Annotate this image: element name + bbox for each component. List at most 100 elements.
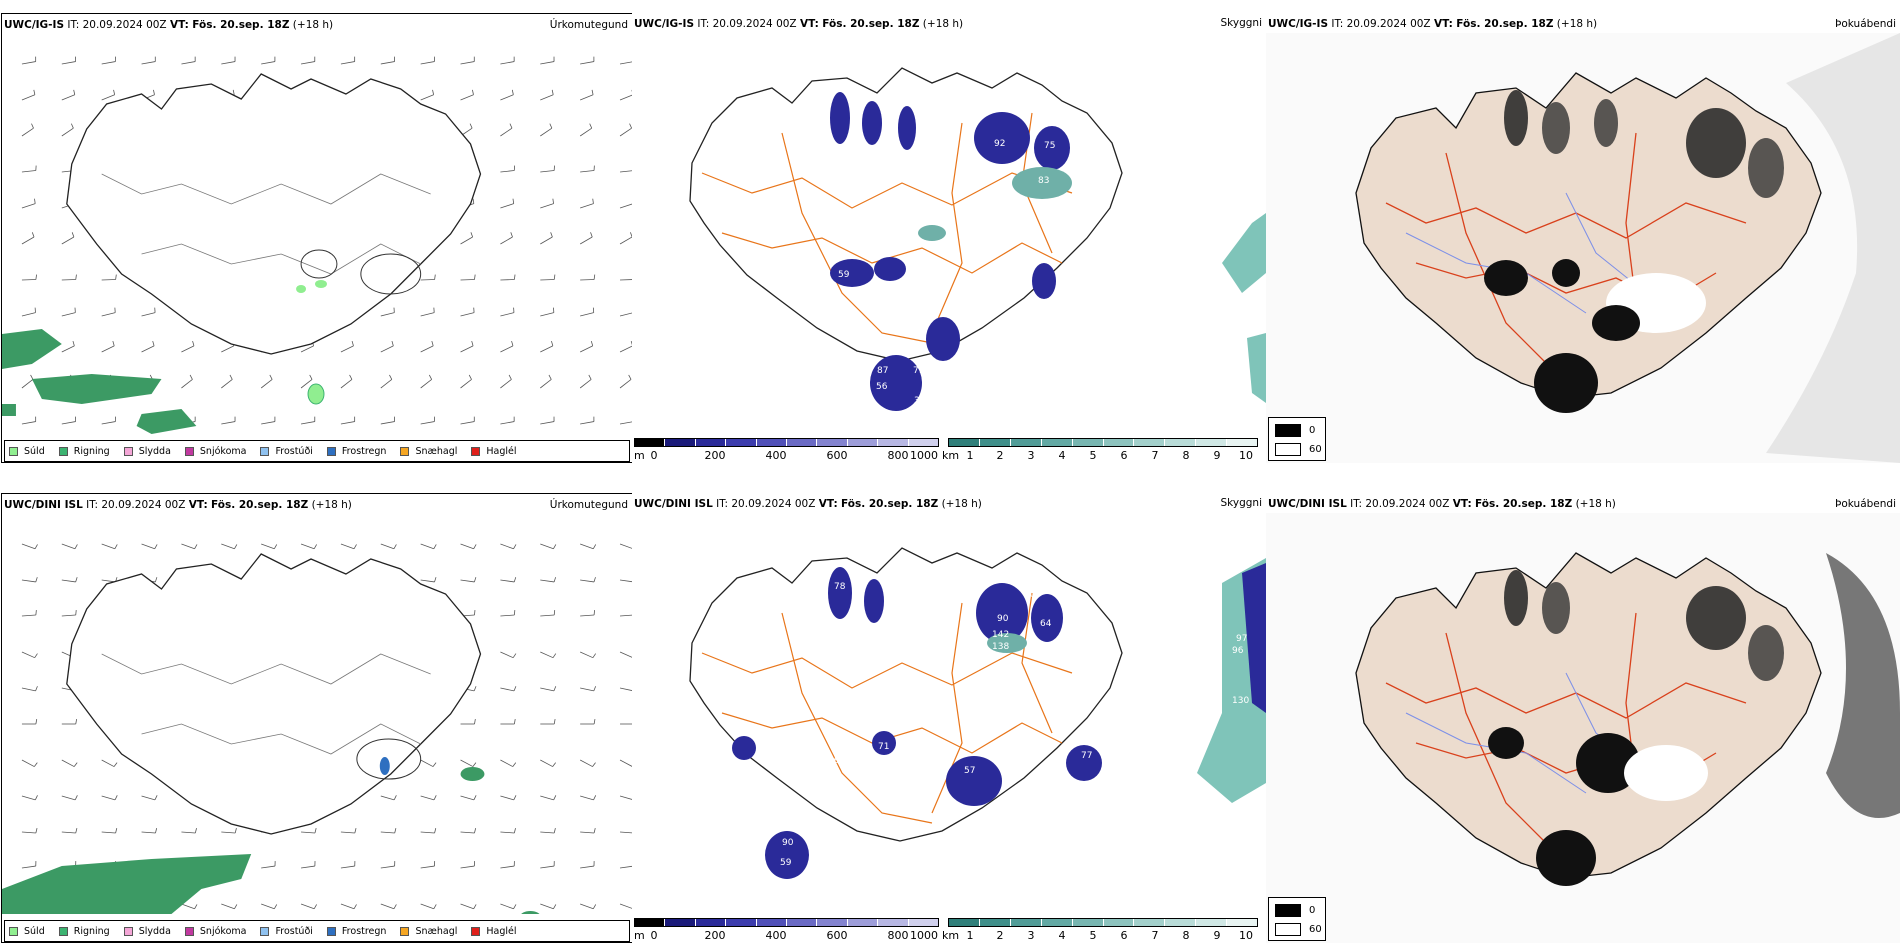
km-segment (1103, 439, 1135, 446)
km-segment (1134, 439, 1166, 446)
height-segment (665, 919, 696, 926)
height-segment (695, 439, 727, 446)
fog-key: 0 60 (1268, 417, 1326, 461)
legend-item: Frostúði (260, 446, 313, 457)
it-label: IT: (697, 18, 710, 30)
legend-item: Rigning (58, 445, 110, 457)
cloud-label-10: 78 (834, 582, 846, 592)
vt-label: VT: (169, 19, 189, 31)
height-segment (847, 919, 879, 926)
legend-label: Frostúði (275, 925, 313, 937)
iceland-precip-map (2, 56, 632, 434)
height-unit: m (634, 449, 645, 462)
cloud-panel-top: UWC/IG-IS IT: 20.09.2024 00Z VT: Fös. 20… (632, 13, 1266, 463)
km-segment (1165, 439, 1197, 446)
height-segment (878, 439, 909, 446)
height-tick: 400 (765, 449, 787, 462)
height-segment (665, 439, 696, 446)
legend-swatch (400, 926, 410, 936)
height-tick: 800 (887, 929, 909, 942)
km-segment (979, 919, 1011, 926)
fog-key-white (1275, 923, 1301, 936)
map-canvas[interactable] (2, 514, 632, 914)
height-colorbar: m 0 200 400 600 800 1000 (632, 918, 944, 943)
map-canvas[interactable]: 105 90 142 138 64 97 96 65 59 130 78 71 … (632, 513, 1266, 913)
height-segment (817, 439, 848, 446)
legend-swatch (184, 926, 194, 936)
lead-time: (+18 h) (941, 498, 982, 510)
legend-item: Haglél (471, 926, 517, 937)
cloud-label-4: 83 (1038, 176, 1049, 186)
legend-swatch (58, 926, 68, 936)
cloud-label-14: 90 (782, 838, 794, 848)
legend-item: Súld (9, 926, 45, 937)
model-name: UWC/IG-IS (1268, 18, 1329, 30)
panel-title: Þokuábendi (1835, 18, 1896, 30)
legend-label: Súld (24, 925, 45, 937)
km-tick: 5 (1089, 929, 1097, 942)
fog-panel-bottom: UWC/DINI ISL IT: 20.09.2024 00Z VT: Fös.… (1266, 493, 1900, 943)
height-tick: 0 (650, 449, 658, 462)
cloud-label-1: 90 (997, 614, 1009, 624)
map-canvas[interactable] (1266, 513, 1900, 943)
model-name: UWC/DINI ISL (4, 499, 83, 511)
cloud-label-6: 64 (884, 281, 896, 291)
cloud-label-16: 59 (780, 858, 792, 868)
fog-key-white-label: 60 (1309, 924, 1322, 935)
legend-swatch (58, 446, 68, 456)
legend-swatch (471, 446, 481, 456)
km-tick: 7 (1151, 929, 1159, 942)
map-canvas[interactable]: 92 196 75 62 83 59 64 70 78 87 71 56 38 … (632, 33, 1266, 433)
legend-item: Súld (9, 446, 45, 457)
km-tick: 6 (1120, 449, 1128, 462)
legend-swatch (471, 926, 481, 936)
legend-item: Slydda (123, 446, 171, 457)
km-tick: 9 (1213, 929, 1221, 942)
height-tick: 600 (826, 449, 848, 462)
km-segment (1165, 919, 1197, 926)
panel-header: UWC/DINI ISL IT: 20.09.2024 00Z VT: Fös.… (634, 497, 1264, 511)
km-colorbar: km 1 2 3 4 5 6 7 8 9 10 (942, 918, 1262, 943)
map-canvas[interactable] (1266, 33, 1900, 463)
vt-label: VT: (799, 18, 819, 30)
km-segment (1134, 919, 1166, 926)
legend-item: Snæhagl (400, 926, 457, 937)
panel-header: UWC/IG-IS IT: 20.09.2024 00Z VT: Fös. 20… (4, 18, 628, 32)
model-name: UWC/IG-IS (4, 19, 65, 31)
km-tick: 3 (1027, 929, 1035, 942)
height-segment (908, 919, 939, 926)
height-strip (634, 438, 939, 447)
height-segment (726, 919, 757, 926)
panel-header: UWC/DINI ISL IT: 20.09.2024 00Z VT: Fös.… (4, 498, 628, 512)
cloud-label-7: 70 (926, 288, 938, 298)
legend-label: Rigning (73, 445, 110, 457)
cloud-label-2: 75 (1044, 141, 1055, 151)
iceland-fog-map (1266, 33, 1900, 463)
km-tick: 8 (1182, 449, 1190, 462)
height-segment (756, 439, 788, 446)
cloud-label-0: 105 (1024, 590, 1041, 600)
cloud-label-13: 57 (964, 766, 975, 776)
vt-label: VT: (818, 498, 838, 510)
km-tick: 4 (1058, 929, 1066, 942)
model-name: UWC/DINI ISL (634, 498, 713, 510)
km-segment (1041, 439, 1073, 446)
km-strip (948, 438, 1258, 447)
height-colorbar: m 0 200 400 600 800 1000 (632, 438, 944, 463)
vt-label: VT: (1433, 18, 1453, 30)
height-tick: 200 (704, 449, 726, 462)
km-strip (948, 918, 1258, 927)
km-segment (949, 919, 980, 926)
km-tick: 9 (1213, 449, 1221, 462)
km-tick: 2 (996, 449, 1004, 462)
cloud-label-12: 86 (828, 756, 840, 766)
legend-swatch (9, 446, 18, 456)
it-label: IT: (86, 499, 99, 511)
height-tick: 1000 (910, 929, 938, 942)
height-segment (726, 439, 757, 446)
panel-title: Skyggni (1220, 17, 1263, 29)
map-canvas[interactable] (2, 34, 632, 434)
km-segment (1041, 919, 1073, 926)
km-tick: 3 (1027, 449, 1035, 462)
km-tick: 6 (1120, 929, 1128, 942)
